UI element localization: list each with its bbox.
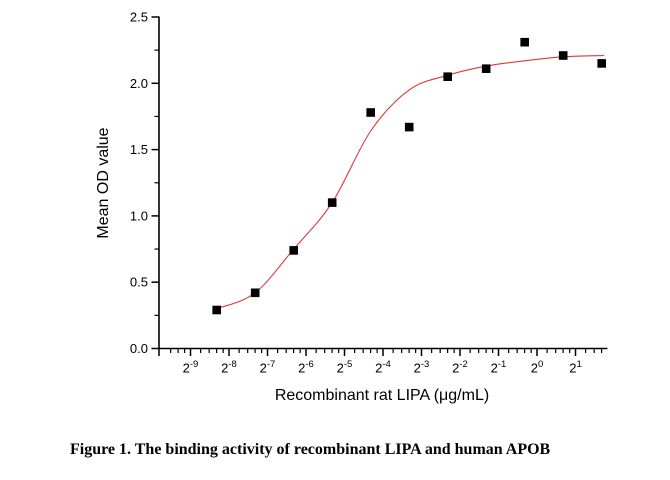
data-point xyxy=(597,59,606,68)
y-tick-label: 2.0 xyxy=(130,76,148,91)
x-tick-label: 20 xyxy=(531,359,544,376)
data-point xyxy=(558,51,568,60)
data-point xyxy=(443,72,452,81)
y-tick-label: 1.5 xyxy=(130,142,148,157)
data-point xyxy=(481,64,491,73)
x-tick-label: 2-4 xyxy=(375,359,391,376)
x-tick-label: 2-6 xyxy=(298,359,314,376)
data-point xyxy=(327,198,337,207)
plot-area: 0.0 0.5 1.0 1.5 2.0 2.5 2-9 2-8 2-7 2-6 2-5 2-4 2-3 2… xyxy=(130,10,608,376)
data-point xyxy=(520,37,529,47)
x-tick-label: 2-3 xyxy=(414,359,430,376)
y-tick-label: 0.5 xyxy=(130,275,148,290)
x-tick-label: 2-9 xyxy=(183,359,199,376)
y-tick-label: 0.0 xyxy=(130,341,148,356)
figure-caption: Figure 1. The binding activity of recomb… xyxy=(70,441,551,458)
x-tick-label: 2-5 xyxy=(337,359,353,376)
x-tick-label: 2-2 xyxy=(452,359,468,376)
x-tick-label: 21 xyxy=(569,359,582,376)
y-axis-title: Mean OD value xyxy=(95,127,112,238)
y-tick-label: 2.5 xyxy=(130,10,148,25)
fit-curve xyxy=(216,54,605,310)
data-point xyxy=(366,108,375,117)
data-point xyxy=(212,305,221,315)
y-tick-label: 1.0 xyxy=(130,208,148,223)
binding-activity-chart: 0.0 0.5 1.0 1.5 2.0 2.5 2-9 2-8 2-7 2-6 2-5 2-4 2-3 2… xyxy=(95,10,608,404)
x-tick-label: 2-1 xyxy=(491,359,507,376)
x-axis-title: Recombinant rat LIPA (μg/mL) xyxy=(275,387,489,404)
data-point xyxy=(289,246,298,255)
x-tick-label: 2-8 xyxy=(221,359,237,376)
x-tick-label: 2-7 xyxy=(260,359,276,376)
data-point xyxy=(250,288,260,298)
data-point xyxy=(404,122,414,132)
